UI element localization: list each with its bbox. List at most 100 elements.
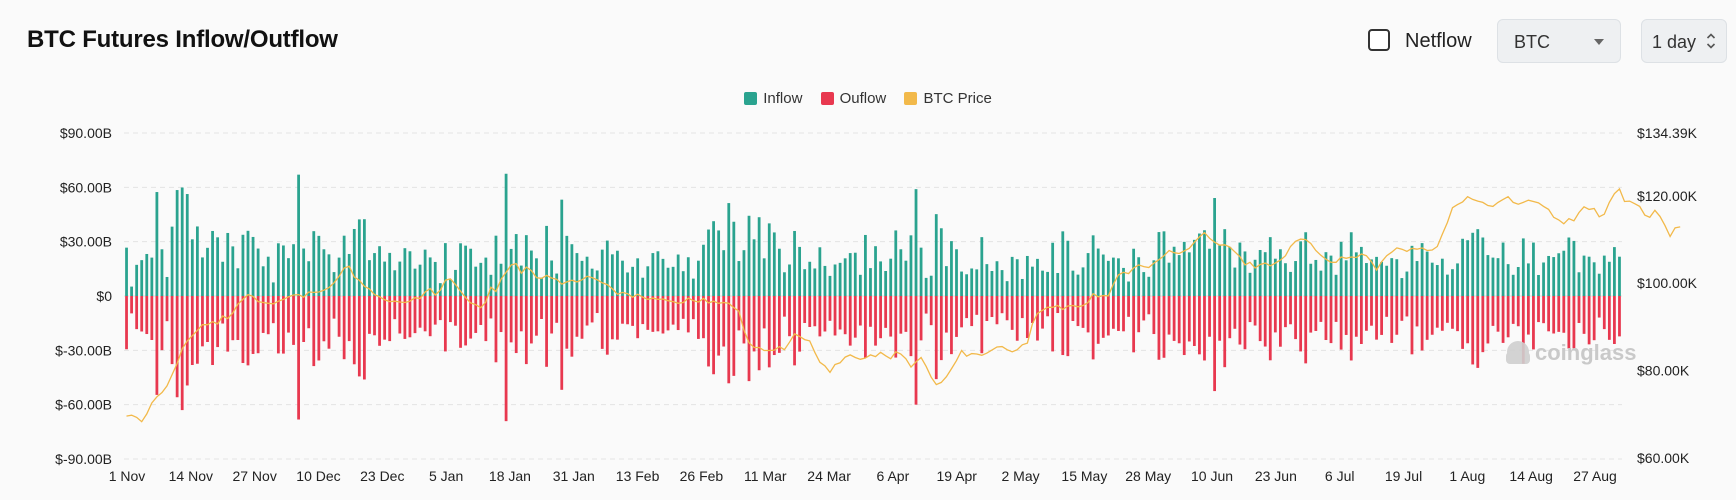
outflow-bar	[990, 296, 994, 318]
inflow-bar	[317, 235, 321, 296]
inflow-bar	[540, 277, 543, 296]
inflow-bar	[671, 266, 675, 296]
inflow-bar	[1015, 259, 1019, 296]
inflow-bar	[646, 266, 650, 296]
outflow-bar	[1461, 296, 1464, 349]
outflow-bar	[1294, 296, 1297, 340]
outflow-bar	[1086, 296, 1090, 333]
inflow-bar	[261, 266, 265, 296]
outflow-bar	[1208, 296, 1211, 337]
outflow-bar	[327, 296, 331, 349]
inflow-bar	[565, 235, 569, 296]
inflow-bar	[1324, 252, 1328, 296]
outflow-bar	[231, 296, 235, 341]
outflow-bar	[934, 296, 938, 380]
outflow-bar	[1041, 296, 1044, 329]
outflow-bar	[995, 296, 999, 325]
outflow-bar	[1036, 296, 1039, 341]
outflow-bar	[1324, 296, 1328, 341]
inflow-bar	[352, 228, 356, 296]
outflow-bar	[403, 296, 407, 339]
inflow-bar	[185, 194, 189, 296]
inflow-bar	[241, 234, 245, 296]
y-right-tick-label: $100.00K	[1637, 275, 1698, 291]
inflow-bar	[742, 250, 746, 296]
outflow-bar	[1359, 296, 1363, 344]
inflow-bar	[1228, 246, 1232, 296]
outflow-bar	[1425, 296, 1429, 340]
outflow-bar	[1020, 296, 1024, 319]
inflow-bar	[125, 247, 128, 296]
inflow-bar	[934, 214, 938, 296]
outflow-bar	[980, 296, 984, 354]
inflow-bar	[707, 229, 710, 296]
inflow-bar	[1486, 255, 1490, 296]
outflow-bar	[580, 296, 584, 339]
outflow-bar	[762, 296, 766, 329]
inflow-bar	[1137, 257, 1141, 296]
inflow-bar	[813, 268, 817, 296]
outflow-bar	[540, 296, 543, 320]
inflow-bar	[226, 232, 230, 296]
inflow-bar	[1375, 256, 1378, 296]
inflow-bar	[884, 271, 888, 296]
inflow-bar	[788, 264, 791, 296]
inflow-bar	[231, 246, 235, 296]
inflow-bar	[1041, 270, 1044, 296]
outflow-bar	[752, 296, 756, 352]
inflow-bar	[1106, 260, 1110, 296]
x-tick-label: 10 Jun	[1191, 468, 1233, 484]
outflow-bar	[641, 296, 645, 325]
legend-item-btc-price[interactable]: BTC Price	[904, 90, 992, 107]
inflow-bar	[459, 243, 462, 296]
outflow-bar	[924, 296, 928, 314]
x-tick-label: 14 Nov	[169, 468, 213, 484]
outflow-bar	[1526, 296, 1530, 335]
outflow-bar	[656, 296, 660, 332]
outflow-bar	[570, 296, 574, 357]
inflow-bar	[479, 262, 483, 296]
outflow-bar	[1258, 296, 1262, 342]
inflow-bar	[717, 230, 721, 296]
inflow-bar	[1613, 247, 1616, 296]
outflow-bar	[398, 296, 402, 334]
netflow-checkbox[interactable]	[1368, 29, 1390, 51]
inflow-bar	[180, 187, 184, 296]
inflow-bar	[1425, 251, 1429, 296]
outflow-bar	[813, 296, 817, 327]
outflow-bar	[1117, 296, 1120, 331]
netflow-label[interactable]: Netflow	[1405, 30, 1472, 52]
legend-item-outflow[interactable]: Ouflow	[820, 90, 886, 107]
inflow-bar	[1572, 240, 1576, 296]
interval-select[interactable]: 1 day	[1641, 19, 1727, 63]
outflow-bar	[691, 296, 695, 320]
inflow-bar	[600, 249, 604, 296]
inflow-bar	[1597, 273, 1601, 296]
inflow-bar	[1177, 255, 1181, 296]
outflow-bar	[519, 296, 523, 332]
outflow-bar	[155, 296, 159, 395]
inflow-bar	[1117, 258, 1120, 296]
outflow-bar	[504, 296, 508, 422]
outflow-bar	[970, 296, 974, 327]
outflow-bar	[1370, 296, 1373, 326]
inflow-bar	[206, 247, 209, 296]
up-down-chevron-icon	[1706, 33, 1716, 49]
inflow-bar	[1091, 235, 1095, 296]
inflow-bar	[1289, 271, 1292, 296]
outflow-bar	[853, 296, 857, 338]
inflow-bar	[1435, 265, 1439, 296]
outflow-bar	[742, 296, 746, 344]
asset-select[interactable]: BTC	[1497, 19, 1621, 63]
outflow-bar	[1456, 296, 1459, 332]
inflow-bar	[1086, 253, 1090, 296]
outflow-bar	[858, 296, 862, 326]
outflow-bar	[833, 296, 837, 336]
inflow-bar	[1309, 263, 1313, 296]
inflow-bar	[889, 258, 893, 296]
outflow-bar	[1385, 296, 1389, 317]
inflow-bar	[1243, 251, 1247, 296]
legend-item-inflow[interactable]: Inflow	[744, 90, 802, 107]
x-tick-label: 1 Aug	[1449, 468, 1485, 484]
outflow-bar	[1096, 296, 1100, 344]
